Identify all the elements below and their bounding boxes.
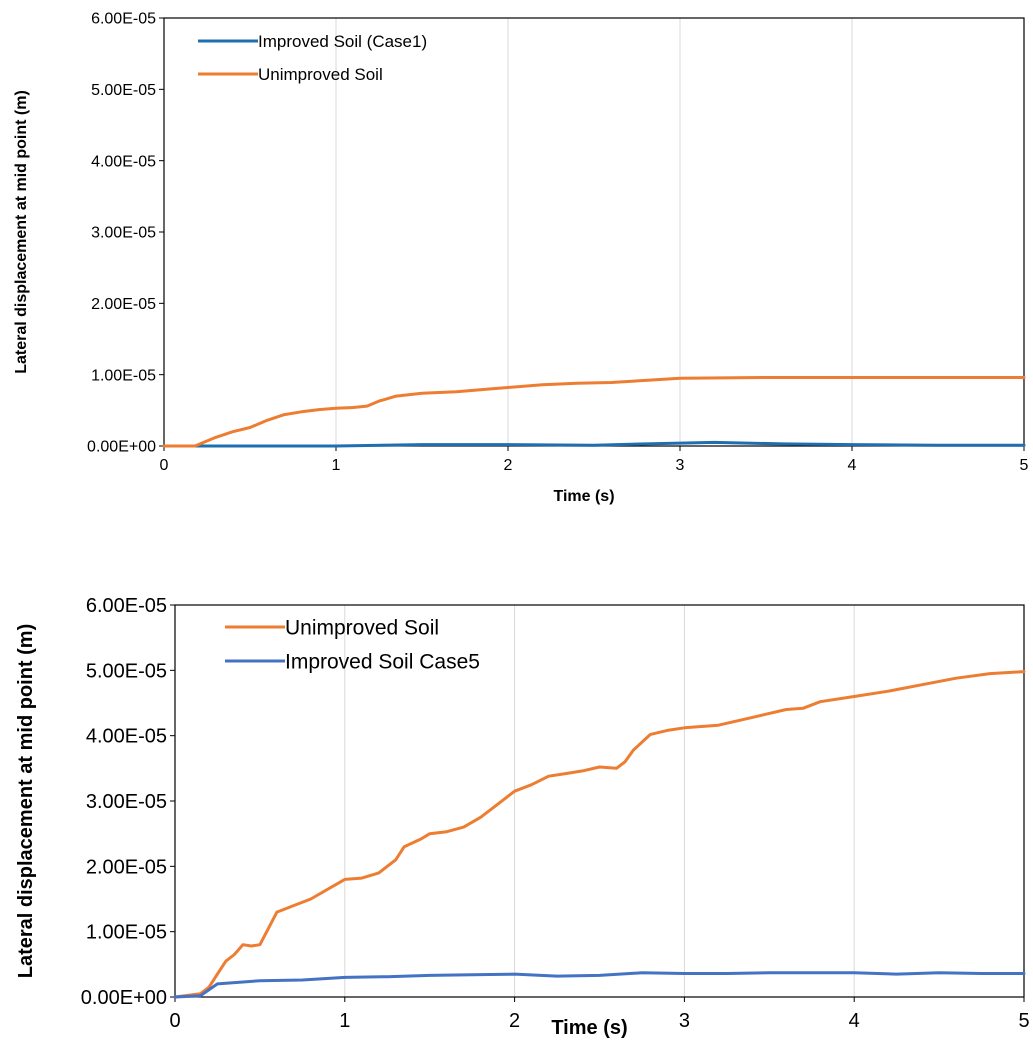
chart-1-y-tick-label: 5.00E-05 — [86, 660, 167, 682]
chart-0-y-tick-label: 4.00E-05 — [91, 153, 156, 170]
chart-top: 0.00E+00 1.00E-05 2.00E-05 3.00E-05 4.00E-05… — [0, 0, 1033, 520]
chart-0-x-axis-title: Time (s) — [553, 488, 614, 505]
chart-1-x-axis-title: Time (s) — [551, 1017, 627, 1039]
chart-1-x-tick-label: 1 — [339, 1010, 350, 1032]
chart-1-legend-label-1: Unimproved Soil — [285, 616, 439, 639]
chart-0-y-tick-label: 6.00E-05 — [91, 11, 156, 28]
chart-0-x-tick-label: 0 — [160, 457, 169, 474]
chart-0-y-tick-label: 0.00E+00 — [87, 439, 156, 456]
chart-top-svg: 0.00E+00 1.00E-05 2.00E-05 3.00E-05 4.00E-05… — [13, 11, 1029, 505]
chart-bottom-svg: 0.00E+00 1.00E-05 2.00E-05 3.00E-05 4.00E-05… — [15, 595, 1030, 1039]
chart-0-legend-label-2: Unimproved Soil — [258, 65, 383, 84]
chart-0-x-tick-label: 4 — [848, 457, 857, 474]
chart-0-series-line-1 — [162, 440, 1026, 448]
chart-0-y-tick-label: 2.00E-05 — [91, 296, 156, 313]
chart-0-y-tick-label: 3.00E-05 — [91, 225, 156, 242]
chart-1-x-tick-label: 2 — [509, 1010, 520, 1032]
chart-1-x-tick-label: 4 — [849, 1010, 860, 1032]
chart-1-x-tick-label: 3 — [679, 1010, 690, 1032]
chart-0-y-tick-label: 5.00E-05 — [91, 82, 156, 99]
chart-0-x-tick-label: 1 — [332, 457, 341, 474]
chart-1-y-axis-title: Lateral displacement at mid point (m) — [15, 624, 37, 979]
chart-0-y-tick-label: 1.00E-05 — [91, 367, 156, 384]
chart-1-y-tick-label: 3.00E-05 — [86, 791, 167, 813]
chart-1-y-tick-label: 0.00E+00 — [81, 987, 167, 1009]
chart-0-x-tick-label: 5 — [1020, 457, 1029, 474]
chart-1-series-line-2 — [173, 971, 1026, 999]
chart-0-legend-label-1: Improved Soil (Case1) — [258, 32, 427, 51]
chart-1-series-line-1 — [173, 670, 1026, 999]
chart-1-legend-label-2: Improved Soil Case5 — [285, 650, 480, 673]
chart-1-y-tick-label: 4.00E-05 — [86, 726, 167, 748]
chart-1-y-tick-label: 1.00E-05 — [86, 922, 167, 944]
chart-1-x-tick-label: 5 — [1018, 1010, 1029, 1032]
chart-0-series-line-2 — [162, 376, 1026, 448]
chart-0-x-tick-label: 3 — [676, 457, 685, 474]
chart-bottom: 0.00E+00 1.00E-05 2.00E-05 3.00E-05 4.00E-05… — [0, 520, 1033, 1043]
chart-0-x-tick-label: 2 — [504, 457, 513, 474]
chart-1-y-tick-label: 6.00E-05 — [86, 595, 167, 617]
chart-0-y-axis-title: Lateral displacement at mid point (m) — [13, 90, 30, 374]
chart-1-y-tick-label: 2.00E-05 — [86, 856, 167, 878]
chart-1-x-tick-label: 0 — [169, 1010, 180, 1032]
